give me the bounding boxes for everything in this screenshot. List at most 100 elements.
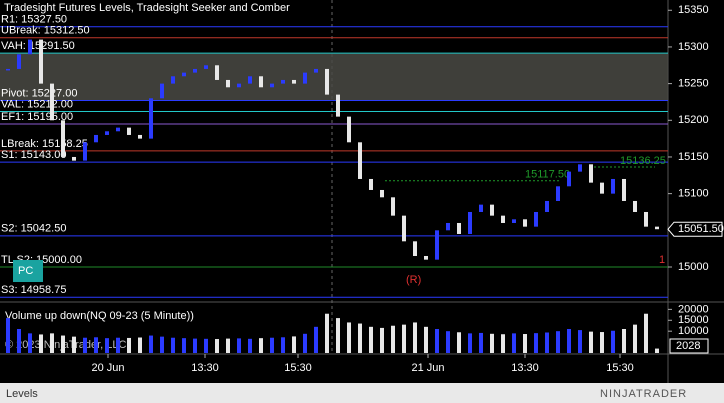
annotation-label: 15117.50 bbox=[525, 169, 570, 181]
y-tick-label: 15000 bbox=[678, 261, 709, 273]
volume-bar bbox=[259, 338, 263, 353]
price-bar bbox=[589, 164, 593, 183]
price-bar bbox=[193, 68, 197, 73]
volume-bar bbox=[182, 338, 186, 353]
volume-title: Volume up down(NQ 09-23 (5 Minute)) bbox=[5, 310, 194, 322]
annotation-label: 15136.25 bbox=[620, 155, 666, 167]
time-label: 13:30 bbox=[511, 362, 539, 374]
reversal-marker: (R) bbox=[406, 274, 421, 286]
price-bar bbox=[171, 76, 175, 84]
price-bar bbox=[138, 134, 142, 139]
volume-bar bbox=[501, 334, 505, 353]
level-label: R1: 15327.50 bbox=[1, 14, 67, 26]
y-tick-label: 15300 bbox=[678, 41, 709, 53]
volume-bar bbox=[204, 338, 208, 353]
y-tick-label: 15100 bbox=[678, 188, 709, 200]
volume-bar bbox=[358, 323, 362, 353]
volume-bar bbox=[523, 334, 527, 353]
volume-bar bbox=[545, 332, 549, 353]
price-bar bbox=[325, 68, 329, 95]
volume-tick-label: 15000 bbox=[678, 314, 709, 326]
volume-bar bbox=[578, 330, 582, 353]
price-bar bbox=[336, 94, 340, 117]
volume-bar bbox=[655, 348, 659, 353]
price-bar bbox=[512, 219, 516, 223]
price-bar bbox=[413, 241, 417, 256]
level-label: UBreak: 15312.50 bbox=[1, 25, 90, 37]
chart-title: Tradesight Futures Levels, Tradesight Se… bbox=[4, 2, 290, 14]
volume-bar bbox=[424, 326, 428, 353]
volume-bar bbox=[391, 325, 395, 353]
level-label: VAH: 15291.50 bbox=[1, 40, 75, 52]
volume-bar bbox=[402, 324, 406, 353]
price-bar bbox=[479, 204, 483, 212]
volume-bar bbox=[39, 334, 43, 353]
volume-last-label: 2028 bbox=[676, 340, 700, 352]
level-label: S2: 15042.50 bbox=[1, 223, 66, 235]
volume-last-tag bbox=[669, 338, 709, 354]
volume-bar bbox=[105, 338, 109, 353]
time-label: 21 Jun bbox=[411, 362, 444, 374]
volume-tick-label: 10000 bbox=[678, 325, 709, 337]
level-label: S1: 15143.00 bbox=[1, 149, 66, 161]
price-bar bbox=[281, 79, 285, 84]
price-bar bbox=[369, 178, 373, 190]
price-bar bbox=[600, 182, 604, 194]
volume-bar bbox=[226, 338, 230, 353]
volume-bar bbox=[116, 337, 120, 353]
price-bar bbox=[402, 215, 406, 242]
volume-bar bbox=[413, 322, 417, 353]
price-bar bbox=[611, 178, 615, 194]
volume-bar bbox=[336, 318, 340, 353]
level-label: EF1: 15195.00 bbox=[1, 111, 73, 123]
volume-bar bbox=[171, 337, 175, 353]
price-bar bbox=[644, 211, 648, 227]
price-bar bbox=[303, 72, 307, 84]
level-label: Pivot: 15227.00 bbox=[1, 87, 77, 99]
price-bar bbox=[83, 142, 87, 161]
signal-number: 1 bbox=[659, 254, 665, 266]
volume-bar bbox=[611, 330, 615, 353]
volume-bar bbox=[193, 338, 197, 353]
badge: PC bbox=[18, 265, 33, 277]
volume-bar bbox=[347, 322, 351, 353]
volume-bar bbox=[270, 337, 274, 353]
price-bar bbox=[61, 120, 65, 157]
price-bar bbox=[556, 186, 560, 201]
volume-bar bbox=[237, 338, 241, 353]
price-bar bbox=[259, 76, 263, 88]
time-label: 15:30 bbox=[284, 362, 312, 374]
volume-bar bbox=[534, 333, 538, 353]
price-bar bbox=[204, 65, 208, 69]
price-bar bbox=[424, 255, 428, 260]
price-bar bbox=[545, 200, 549, 212]
y-tick-label: 15250 bbox=[678, 78, 709, 90]
volume-bar bbox=[17, 329, 21, 353]
price-bar bbox=[347, 116, 351, 143]
volume-bar bbox=[72, 336, 76, 353]
time-label: 13:30 bbox=[191, 362, 219, 374]
volume-bar bbox=[435, 329, 439, 353]
volume-bar bbox=[325, 313, 329, 353]
volume-bar bbox=[248, 338, 252, 353]
value-area bbox=[0, 53, 668, 101]
last-price-label: 15051.50 bbox=[678, 223, 724, 235]
price-bar bbox=[72, 156, 76, 161]
volume-bar bbox=[446, 331, 450, 353]
price-bar bbox=[468, 211, 472, 234]
volume-bar bbox=[83, 337, 87, 353]
price-bar bbox=[578, 164, 582, 172]
price-bar bbox=[567, 171, 571, 187]
price-bar bbox=[237, 83, 241, 88]
volume-bar bbox=[303, 333, 307, 353]
price-bar bbox=[523, 219, 527, 227]
volume-bar bbox=[292, 336, 296, 353]
volume-bar bbox=[468, 333, 472, 353]
volume-tick-label: 20000 bbox=[678, 303, 709, 315]
y-tick-label: 15350 bbox=[678, 4, 709, 16]
price-bar bbox=[435, 230, 439, 260]
tab-label[interactable]: Levels bbox=[6, 388, 38, 400]
level-label: VAL: 15212.00 bbox=[1, 98, 73, 110]
price-bar bbox=[391, 197, 395, 216]
price-bar bbox=[50, 83, 54, 121]
